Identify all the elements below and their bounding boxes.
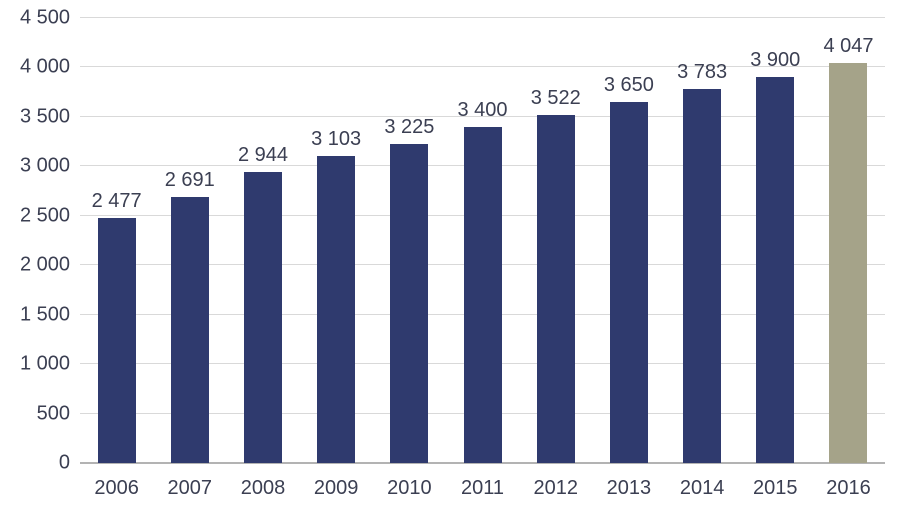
x-tick-label: 2007 xyxy=(167,477,213,499)
bar-cell-2009: 3 103 xyxy=(300,18,373,463)
y-tick-label: 3 500 xyxy=(19,105,70,128)
x-axis: 2006 2007 2008 2009 2010 2011 2012 2013 2014 2015… xyxy=(80,477,885,500)
plot-area: 2 477 2 691 2 944 3 103 3 225 3 400 3 522 3 650… xyxy=(80,17,885,464)
y-tick-label: 1 000 xyxy=(19,352,70,375)
bar xyxy=(243,171,282,463)
bar-value-label: 3 650 xyxy=(603,74,654,97)
bar-value-label: 3 103 xyxy=(311,128,362,151)
bar-value-label: 2 477 xyxy=(91,190,142,213)
bar-highlighted xyxy=(829,62,868,463)
gridline xyxy=(80,115,885,117)
bar-cell-2006: 2 477 xyxy=(80,18,153,463)
bar-cell-2010: 3 225 xyxy=(373,18,446,463)
bar-cell-2008: 2 944 xyxy=(226,18,299,463)
y-tick-label: 1 500 xyxy=(19,303,70,326)
bar-cell-2011: 3 400 xyxy=(446,18,519,463)
bar-cell-2014: 3 783 xyxy=(666,18,739,463)
x-tick-label: 2011 xyxy=(461,477,505,499)
bar-value-label: 2 691 xyxy=(164,168,215,191)
bar-cell-2013: 3 650 xyxy=(592,18,665,463)
bar xyxy=(463,126,502,463)
x-tick-label: 2014 xyxy=(679,477,725,499)
bar xyxy=(683,88,722,463)
x-tick-label: 2010 xyxy=(387,477,432,499)
bar-value-label: 3 400 xyxy=(457,98,508,121)
bar-cell-2007: 2 691 xyxy=(153,18,226,463)
gridline xyxy=(80,17,885,18)
bar-value-label: 3 783 xyxy=(677,60,728,83)
bar-value-label: 3 522 xyxy=(530,86,581,109)
gridline xyxy=(80,66,885,68)
bar xyxy=(170,196,209,463)
bar xyxy=(97,218,136,463)
bar xyxy=(317,156,356,463)
y-tick-label: 4 000 xyxy=(19,55,70,78)
bars-container: 2 477 2 691 2 944 3 103 3 225 3 400 3 522 3 650… xyxy=(80,18,885,463)
x-tick-label: 2015 xyxy=(753,477,798,499)
x-tick-label: 2009 xyxy=(313,477,359,499)
x-axis-line xyxy=(80,462,885,464)
y-tick-label: 3 000 xyxy=(19,154,70,177)
x-tick-label: 2008 xyxy=(240,477,286,499)
bar xyxy=(756,77,795,463)
bar-cell-2016: 4 047 xyxy=(812,18,885,463)
bar-value-label: 4 047 xyxy=(823,34,874,57)
x-tick-label: 2012 xyxy=(533,477,578,499)
bar xyxy=(609,102,648,463)
bar xyxy=(390,144,429,463)
chart-body: 0 500 1 000 1 500 2 000 2 500 3 000 3 500 4 000 4… xyxy=(10,7,885,474)
y-axis: 0 500 1 000 1 500 2 000 2 500 3 000 3 500 4 000 4… xyxy=(10,7,80,474)
bar-value-label: 3 225 xyxy=(384,116,435,139)
bar-cell-2015: 3 900 xyxy=(739,18,812,463)
bar-cell-2012: 3 522 xyxy=(519,18,592,463)
x-tick-label: 2006 xyxy=(94,477,139,499)
bar-value-label: 3 900 xyxy=(750,49,801,72)
bar-value-label: 2 944 xyxy=(237,143,288,166)
y-tick-label: 4 500 xyxy=(19,6,70,29)
y-tick-label: 500 xyxy=(36,402,70,425)
x-tick-label: 2016 xyxy=(826,477,871,499)
bar xyxy=(536,114,575,463)
x-tick-label: 2013 xyxy=(606,477,652,499)
y-tick-label: 2 000 xyxy=(19,253,70,276)
y-tick-label: 2 500 xyxy=(19,204,70,227)
y-tick-label: 0 xyxy=(58,451,70,474)
